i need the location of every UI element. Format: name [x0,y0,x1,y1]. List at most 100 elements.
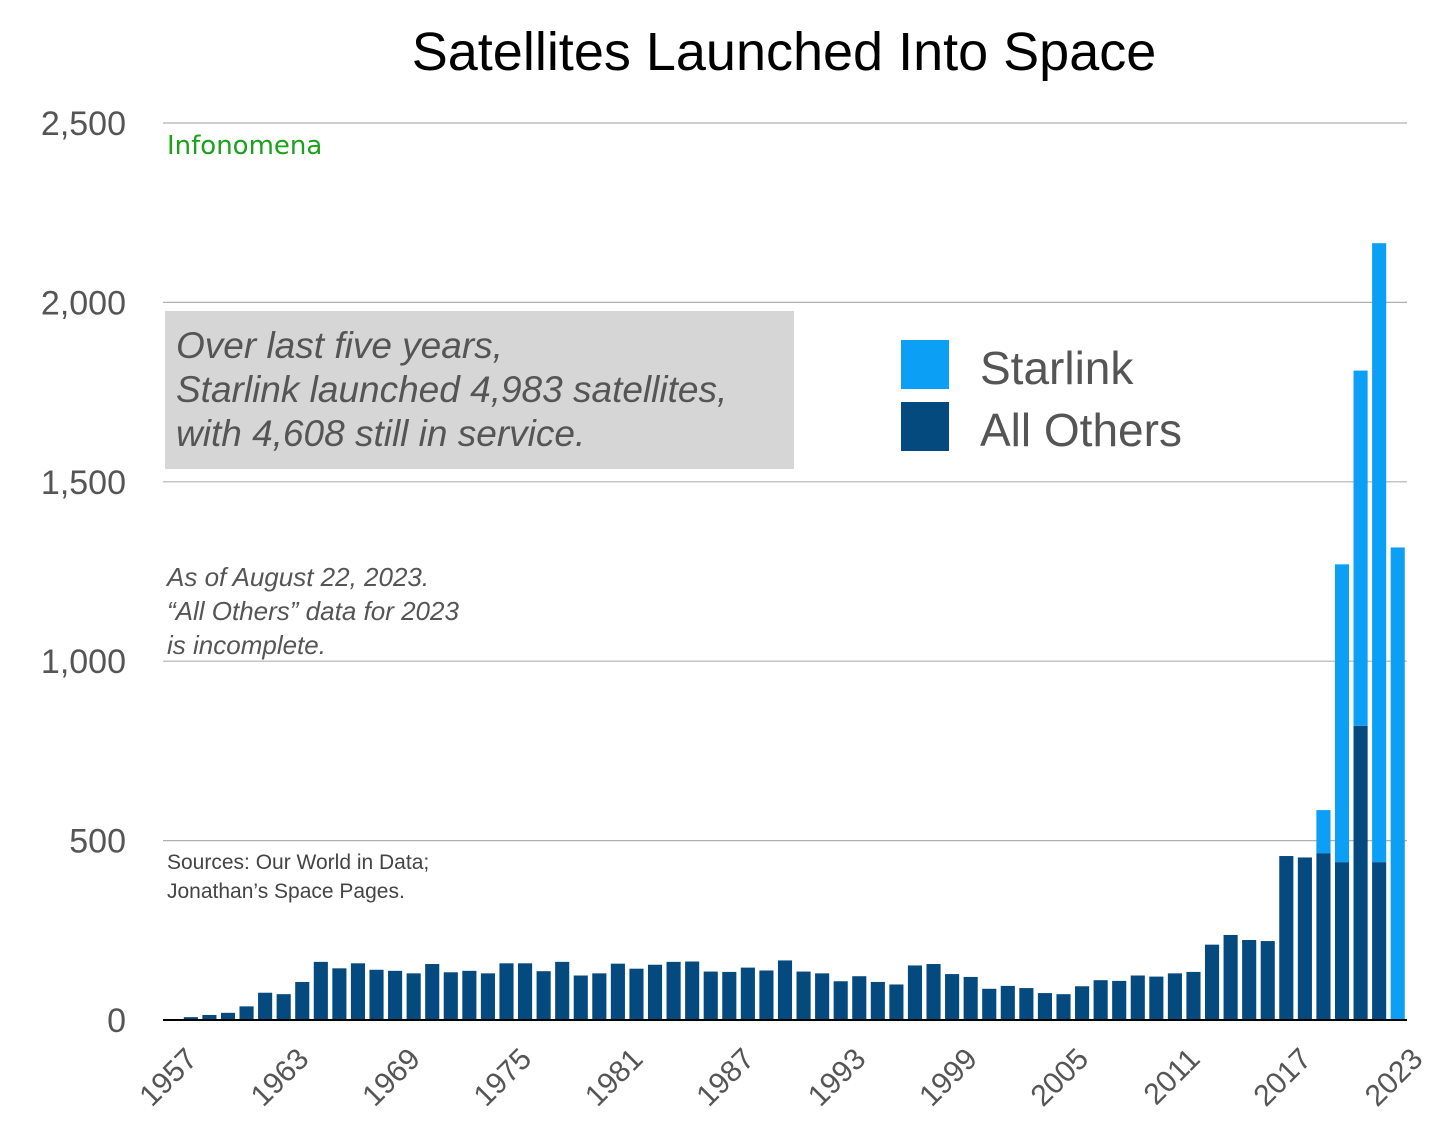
legend: Starlink All Others [901,340,1182,456]
bar-starlink [1390,547,1405,1020]
bar-all-others [369,969,384,1020]
bar-all-others [295,981,310,1020]
x-tick-label: 1975 [468,1042,539,1113]
bar-all-others [703,971,718,1020]
gridlines [163,122,1407,842]
y-tick-label: 0 [107,1002,126,1040]
bar-starlink [1334,564,1350,863]
bar-all-others [1316,853,1331,1020]
x-tick-label: 2017 [1247,1042,1318,1113]
bar-all-others [945,974,960,1020]
bar-all-others [926,964,941,1020]
legend-swatch-all-others [901,402,949,451]
legend-swatch-starlink [901,340,949,389]
bar-all-others [332,968,347,1020]
bar-all-others [1297,857,1312,1020]
bar-starlink [1353,370,1368,726]
bar-all-others [796,971,811,1020]
bar-all-others [1112,980,1127,1020]
x-tick-label: 2005 [1025,1042,1096,1113]
bar-all-others [1056,994,1071,1020]
x-axis-ticks: 1957 1963 1969 1975 1981 1987 1993 1999 2005 2011… [133,1042,1429,1113]
bar-all-others [518,963,533,1020]
bar-all-others [907,965,923,1020]
y-tick-label: 1,000 [41,643,126,681]
bar-all-others [1372,862,1387,1020]
legend-label-all-others: All Others [980,404,1182,456]
bar-all-others [963,976,978,1020]
bar-all-others [573,975,588,1020]
bar-all-others [1130,975,1145,1020]
bar-all-others [1353,725,1368,1020]
bar-all-others [1334,862,1350,1020]
bar-all-others [443,972,458,1020]
bar-all-others [1093,980,1108,1020]
bar-all-others [480,973,495,1020]
bar-all-others [740,967,755,1020]
bar-all-others [889,984,904,1020]
note-line-1: As of August 22, 2023. [165,562,429,592]
bar-all-others [1037,993,1052,1020]
note-line-3: is incomplete. [167,630,326,660]
bar-all-others [1000,985,1015,1020]
bar-all-others [982,988,997,1020]
bar-all-others [666,961,681,1020]
bar-all-others [647,964,663,1020]
bar-all-others [202,1014,217,1020]
x-tick-label: 1957 [133,1042,204,1113]
source-line-1: Sources: Our World in Data; [167,851,429,874]
legend-label-starlink: Starlink [980,342,1134,394]
bar-all-others [350,963,366,1020]
bar-all-others [722,971,737,1020]
bar-all-others [388,970,403,1020]
bar-all-others [870,981,885,1020]
note-line-2: “All Others” data for 2023 [167,596,459,626]
y-tick-label: 2,000 [41,284,126,322]
bar-all-others [406,973,421,1020]
bar-starlink [1316,810,1331,854]
bar-all-others [1149,976,1164,1020]
bar-all-others [685,961,700,1020]
bar-all-others [462,970,477,1020]
bar-all-others [258,992,273,1020]
bar-all-others [1019,988,1034,1020]
x-tick-label: 1999 [913,1042,984,1113]
callout-box [165,311,794,469]
bar-all-others [1075,986,1090,1020]
y-tick-label: 2,500 [41,105,126,143]
bar-all-others [777,960,793,1020]
x-tick-label: 1987 [690,1042,761,1113]
bar-all-others [425,964,440,1020]
bar-all-others [536,971,551,1020]
y-tick-label: 500 [69,823,126,861]
x-tick-label: 1993 [802,1042,873,1113]
bar-all-others [833,981,848,1020]
bar-all-others [629,968,644,1020]
bar-all-others [1186,971,1201,1020]
x-tick-label: 1981 [579,1042,650,1113]
bar-all-others [610,963,625,1020]
callout-line-3: with 4,608 still in service. [176,413,585,454]
bar-all-others [852,976,867,1020]
bar-all-others [1167,973,1182,1020]
bar-all-others [239,1006,254,1020]
x-tick-label: 1969 [356,1042,427,1113]
bar-all-others [1204,944,1220,1020]
bar-all-others [313,961,328,1020]
bar-all-others [183,1017,198,1020]
bar-all-others [592,973,607,1020]
chart-title: Satellites Launched Into Space [412,22,1157,82]
bar-all-others [276,994,291,1020]
bar-starlink [1372,243,1387,863]
bar-all-others [1223,934,1238,1020]
bar-all-others [1279,856,1294,1020]
y-axis-ticks: 0 500 1,000 1,500 2,000 2,500 [41,105,126,1040]
bar-all-others [815,973,830,1020]
callout-line-1: Over last five years, [176,325,503,366]
source-line-2: Jonathan’s Space Pages. [167,880,405,903]
y-tick-label: 1,500 [41,464,126,502]
bar-all-others [1242,939,1257,1020]
bar-all-others [220,1012,236,1020]
bars-group [165,243,1405,1020]
